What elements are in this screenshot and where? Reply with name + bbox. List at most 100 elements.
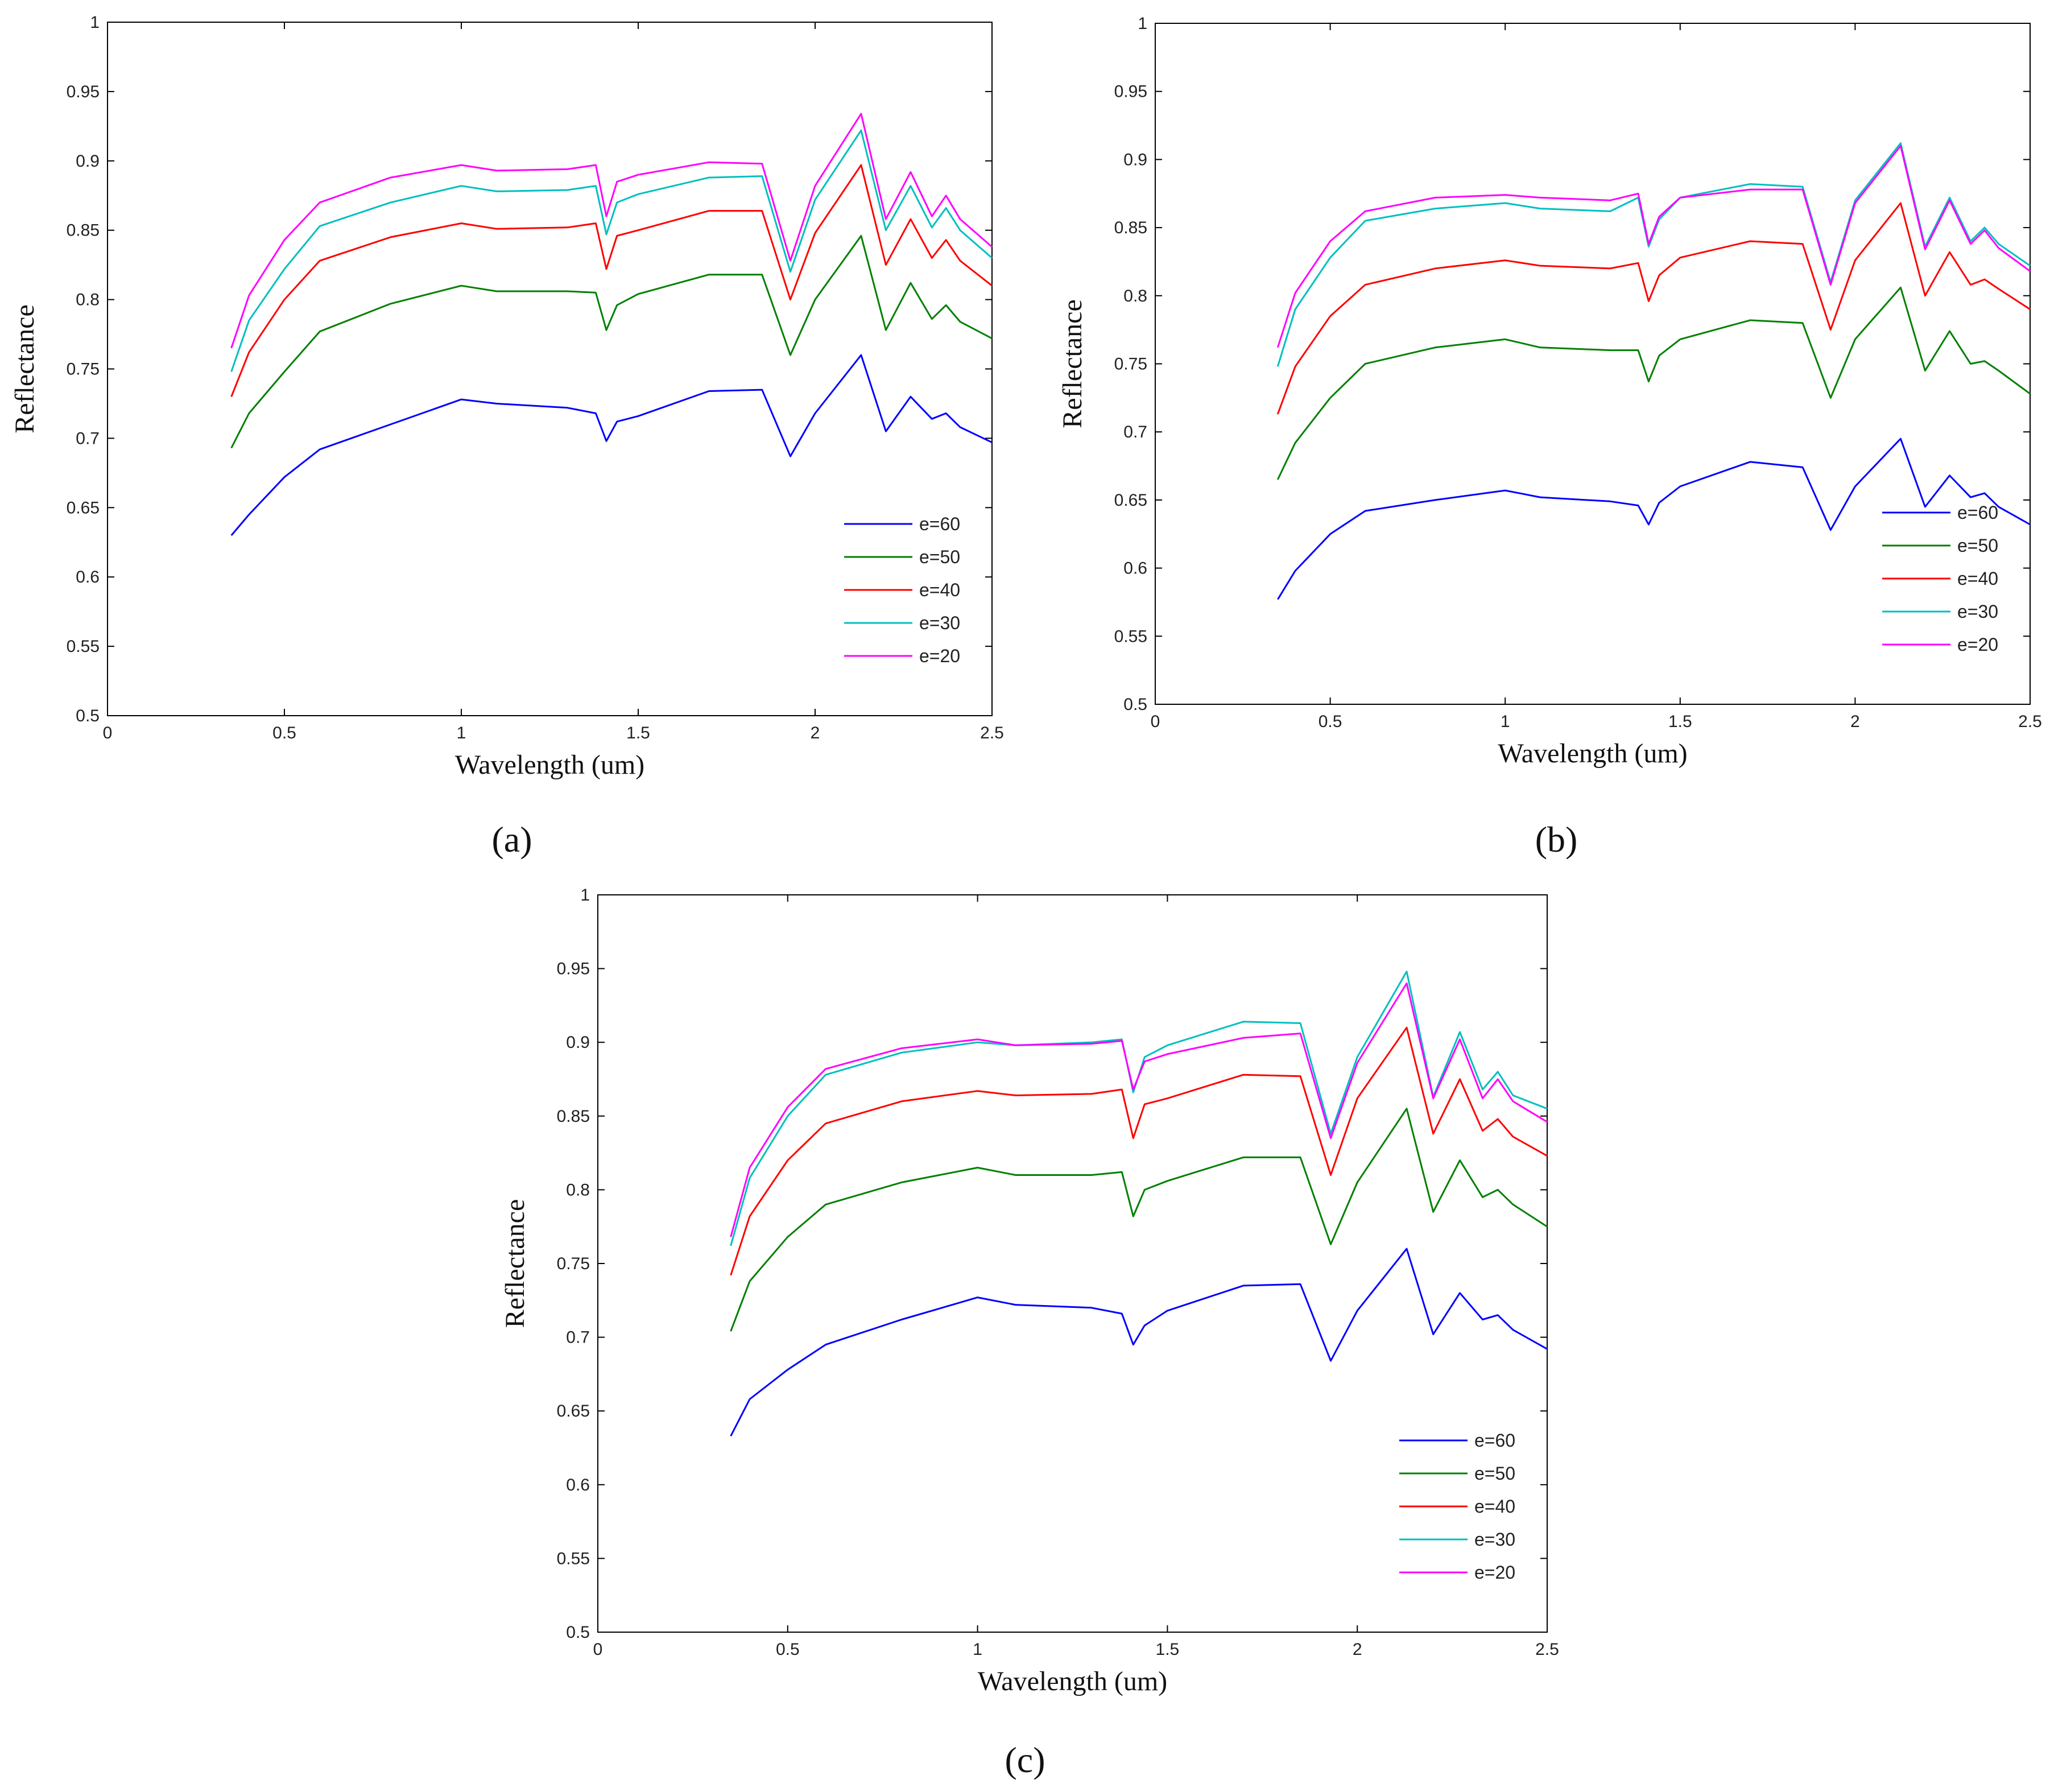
x-axis-label-a: Wavelength (um) — [455, 750, 644, 780]
panel-label-b: (b) — [1535, 819, 1578, 860]
x-tick-label: 1 — [973, 1640, 982, 1659]
series-line-e-30 — [730, 971, 1548, 1246]
legend-label: e=30 — [1474, 1529, 1515, 1550]
series-layer-b — [1276, 142, 2031, 600]
x-tick-label: 2 — [811, 724, 820, 742]
y-tick-label: 0.85 — [1114, 218, 1147, 237]
y-tick-label: 0.6 — [1123, 559, 1147, 578]
legend-label: e=50 — [919, 547, 960, 567]
x-tick-label: 2 — [1850, 712, 1860, 731]
legend-label: e=40 — [1957, 568, 1998, 589]
x-tick-label: 0.5 — [776, 1640, 800, 1659]
y-tick-label: 0.95 — [67, 82, 100, 101]
legend-label: e=40 — [919, 580, 960, 600]
tick-layer-c: 0 0.5 1 1.5 2 2.50.50.550.60.650.70.750.80.85… — [557, 886, 1559, 1659]
y-tick-label: 0.9 — [1123, 150, 1147, 169]
y-tick-label: 0.95 — [1114, 82, 1147, 101]
series-line-e-20 — [230, 113, 993, 349]
panel-label-c: (c) — [1005, 1740, 1045, 1780]
series-line-e-60 — [730, 1248, 1548, 1436]
series-line-e-40 — [230, 164, 993, 397]
y-tick-label: 1 — [90, 13, 100, 32]
plot-frame-c — [597, 894, 1548, 1633]
series-line-e-30 — [1276, 142, 2031, 367]
panel-c: 0 0.5 1 1.5 2 2.50.50.550.60.650.70.750.80.85… — [500, 886, 1559, 1696]
y-tick-label: 1 — [580, 886, 590, 905]
y-tick-label: 0.7 — [566, 1328, 590, 1347]
x-tick-label: 0.5 — [1319, 712, 1342, 731]
y-tick-label: 0.85 — [557, 1107, 590, 1126]
y-tick-label: 0.65 — [557, 1402, 590, 1421]
x-tick-label: 0 — [1151, 712, 1160, 731]
series-line-e-50 — [730, 1108, 1548, 1332]
plot-frame-a — [107, 22, 993, 716]
series-line-e-40 — [1276, 202, 2031, 415]
series-layer-c — [730, 971, 1548, 1436]
x-tick-label: 2.5 — [980, 724, 1004, 742]
legend-label: e=30 — [919, 613, 960, 633]
y-tick-label: 0.75 — [67, 360, 100, 379]
series-line-e-50 — [230, 235, 993, 449]
x-tick-label: 0 — [593, 1640, 603, 1659]
y-tick-label: 0.85 — [67, 221, 100, 240]
y-tick-label: 0.5 — [566, 1623, 590, 1642]
series-layer-a — [230, 113, 993, 536]
panel-a: 0 0.5 1 1.5 2 2.50.50.550.60.650.70.750.80.85… — [10, 13, 1004, 780]
legend-label: e=50 — [1957, 535, 1998, 556]
y-tick-label: 0.6 — [76, 568, 100, 587]
x-tick-label: 1.5 — [1156, 1640, 1180, 1659]
series-line-e-60 — [1277, 437, 2031, 600]
y-tick-label: 0.6 — [566, 1476, 590, 1494]
legend-label: e=60 — [1957, 502, 1998, 523]
y-tick-label: 0.55 — [1114, 627, 1147, 646]
y-tick-label: 0.9 — [566, 1033, 590, 1052]
legend-label: e=30 — [1957, 601, 1998, 622]
y-tick-label: 0.5 — [76, 707, 100, 725]
series-line-e-60 — [230, 354, 993, 536]
y-tick-label: 0.65 — [67, 498, 100, 517]
y-tick-label: 0.55 — [557, 1549, 590, 1568]
x-axis-label-b: Wavelength (um) — [1498, 738, 1687, 769]
x-tick-label: 0.5 — [272, 724, 296, 742]
x-tick-label: 1.5 — [626, 724, 650, 742]
legend-b: e=60 e=50 e=40 e=30 e=20 — [1882, 502, 1998, 655]
x-tick-label: 2.5 — [1535, 1640, 1559, 1659]
x-tick-label: 1 — [457, 724, 466, 742]
legend-label: e=20 — [919, 646, 960, 666]
y-tick-label: 0.8 — [1123, 287, 1147, 305]
legend-label: e=40 — [1474, 1496, 1515, 1517]
x-tick-label: 2 — [1353, 1640, 1362, 1659]
legend-label: e=20 — [1474, 1562, 1515, 1583]
x-tick-label: 1 — [1501, 712, 1510, 731]
y-tick-label: 1 — [1138, 14, 1147, 33]
tick-layer-a: 0 0.5 1 1.5 2 2.50.50.550.60.650.70.750.80.85… — [67, 13, 1004, 742]
series-line-e-30 — [230, 129, 993, 372]
tick-layer-b: 0 0.5 1 1.5 2 2.50.50.550.60.650.70.750.80.85… — [1114, 14, 2042, 731]
y-tick-label: 0.8 — [566, 1180, 590, 1199]
legend-label: e=50 — [1474, 1463, 1515, 1484]
panel-label-a: (a) — [491, 819, 532, 860]
y-tick-label: 0.95 — [557, 960, 590, 978]
series-line-e-20 — [1276, 145, 2031, 348]
y-axis-label-c: Reflectance — [500, 1199, 530, 1328]
x-tick-label: 2.5 — [2018, 712, 2042, 731]
panel-b: 0 0.5 1 1.5 2 2.50.50.550.60.650.70.750.80.85… — [1057, 14, 2042, 769]
y-tick-label: 0.7 — [1123, 423, 1147, 441]
y-axis-label-b: Reflectance — [1057, 299, 1088, 428]
series-line-e-50 — [1276, 286, 2031, 480]
y-tick-label: 0.75 — [557, 1254, 590, 1273]
x-tick-label: 1.5 — [1668, 712, 1692, 731]
plot-frame-b — [1155, 23, 2031, 705]
series-line-e-20 — [730, 982, 1548, 1237]
y-tick-label: 0.55 — [67, 637, 100, 656]
y-axis-label-a: Reflectance — [10, 304, 40, 433]
y-tick-label: 0.7 — [76, 429, 100, 448]
y-tick-label: 0.8 — [76, 291, 100, 309]
legend-a: e=60 e=50 e=40 e=30 e=20 — [844, 514, 960, 666]
y-tick-label: 0.65 — [1114, 491, 1147, 510]
series-line-e-40 — [730, 1026, 1548, 1276]
legend-label: e=60 — [919, 514, 960, 534]
legend-label: e=60 — [1474, 1430, 1515, 1451]
y-tick-label: 0.9 — [76, 152, 100, 171]
legend-c: e=60 e=50 e=40 e=30 e=20 — [1399, 1430, 1515, 1583]
